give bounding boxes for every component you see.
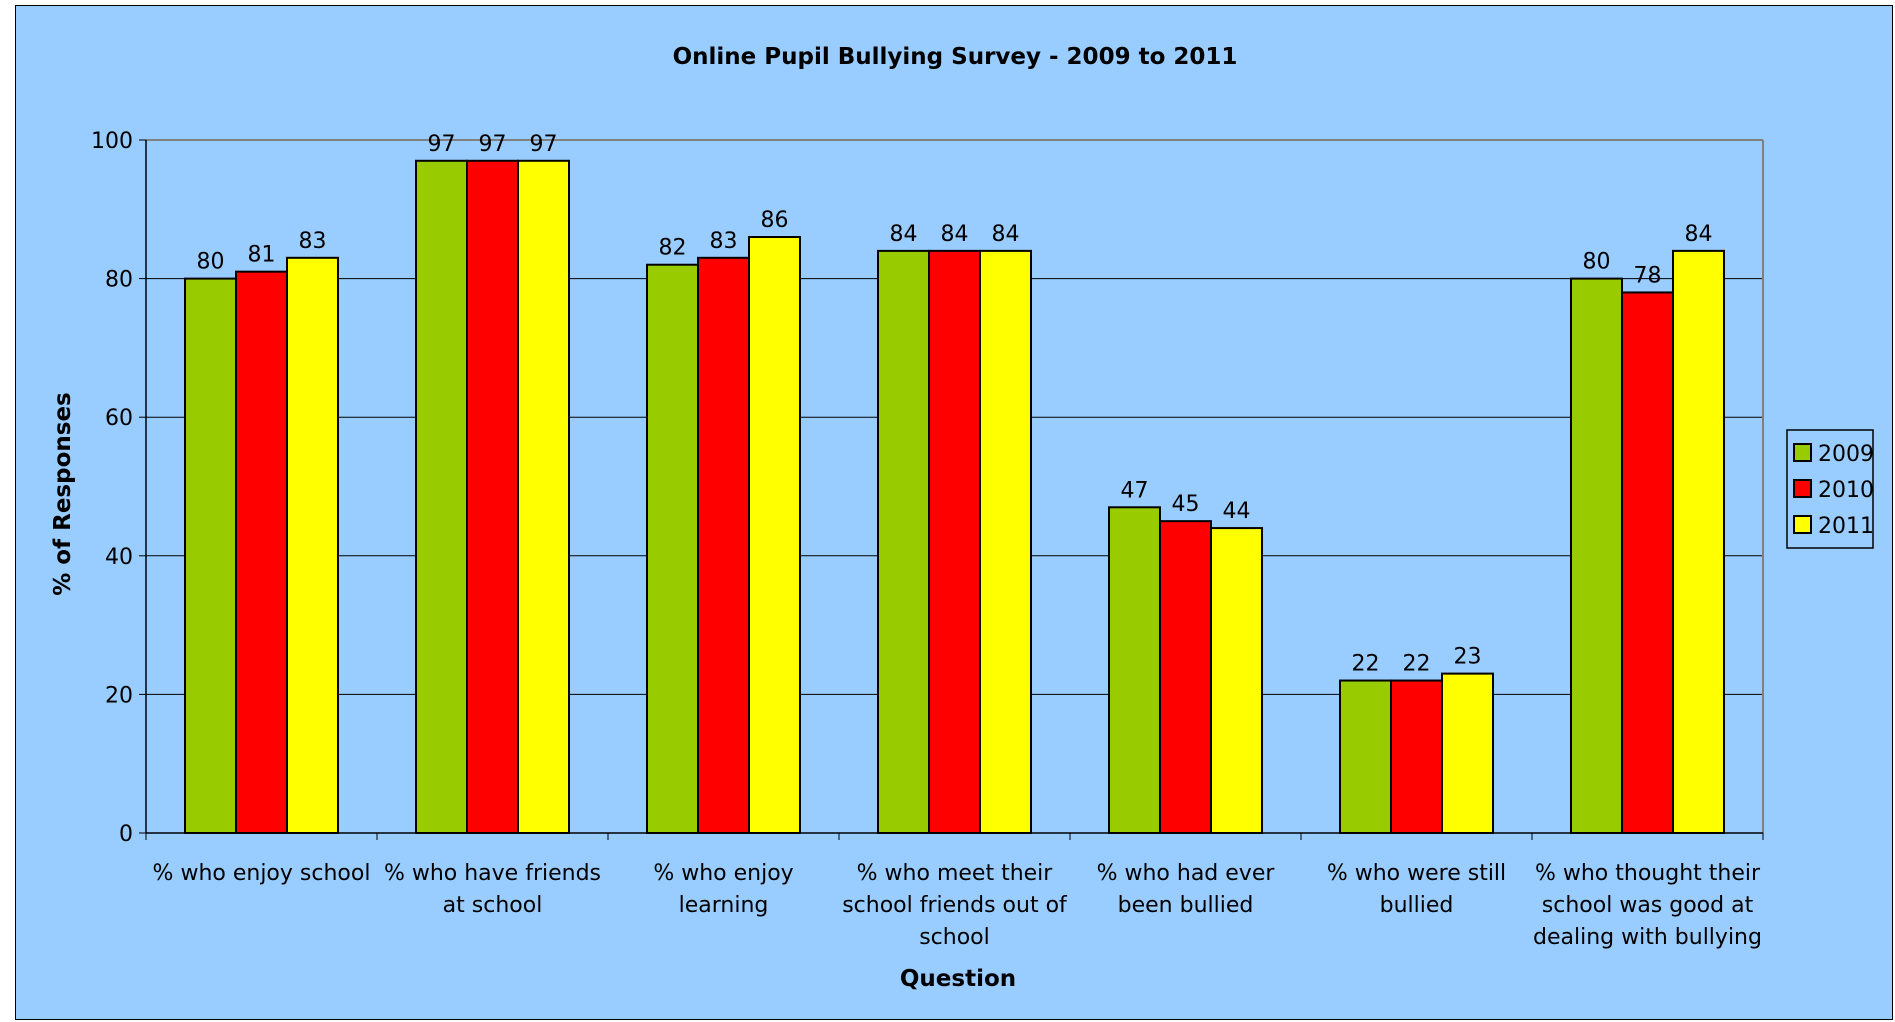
data-label: 78 xyxy=(1634,263,1662,288)
chart-title: Online Pupil Bullying Survey - 2009 to 2… xyxy=(673,44,1238,70)
bar-2010-1 xyxy=(466,159,519,835)
data-label: 44 xyxy=(1223,499,1251,524)
x-category-label: % who enjoy learning xyxy=(653,861,793,918)
data-label: 22 xyxy=(1352,652,1380,677)
data-label: 97 xyxy=(479,132,507,157)
x-category-label-line: % who were still xyxy=(1327,861,1506,886)
bar-2010-6 xyxy=(1621,291,1674,834)
y-tick-label: 100 xyxy=(91,129,133,154)
data-label: 83 xyxy=(299,229,327,254)
y-tick-label: 0 xyxy=(119,822,133,847)
x-category-label-line: dealing with bullying xyxy=(1533,925,1762,950)
bar-2011-0 xyxy=(286,256,339,834)
bar-2009-5 xyxy=(1339,679,1392,834)
data-label: 84 xyxy=(1685,222,1713,247)
bar-chart: Online Pupil Bullying Survey - 2009 to 2… xyxy=(50,44,1874,992)
bar-2010-0 xyxy=(235,270,288,835)
bar-2011-4 xyxy=(1210,527,1263,835)
x-category-label-line: school xyxy=(919,925,990,950)
bar-2009-2 xyxy=(646,263,699,834)
legend-swatch-2010 xyxy=(1793,479,1812,498)
legend-label: 2009 xyxy=(1818,442,1874,467)
x-category-label-line: bullied xyxy=(1380,893,1454,918)
chart-area: Online Pupil Bullying Survey - 2009 to 2… xyxy=(15,5,1893,1020)
bar-2011-3 xyxy=(979,249,1032,834)
bar-2009-3 xyxy=(877,249,930,834)
bar-2011-6 xyxy=(1672,249,1725,834)
legend-label: 2011 xyxy=(1818,514,1874,539)
x-category-label-line: % who enjoy school xyxy=(153,861,371,886)
data-label: 80 xyxy=(1583,250,1611,275)
x-category-label-line: been bullied xyxy=(1118,893,1254,918)
legend: 2009 2010 2011 xyxy=(1786,429,1874,549)
y-tick-label: 60 xyxy=(105,406,133,431)
data-label: 84 xyxy=(941,222,969,247)
legend-swatch-2011 xyxy=(1793,515,1812,534)
data-label: 47 xyxy=(1121,478,1149,503)
bar-2009-0 xyxy=(184,277,237,835)
data-label: 23 xyxy=(1454,645,1482,670)
x-category-label: % who enjoy school xyxy=(153,861,371,886)
data-label: 86 xyxy=(761,208,789,233)
data-label: 80 xyxy=(197,250,225,275)
bar-2010-5 xyxy=(1390,679,1443,834)
legend-swatch-2009 xyxy=(1793,443,1812,462)
bar-2011-1 xyxy=(517,159,570,835)
bar-2009-6 xyxy=(1570,277,1623,835)
y-axis-title: % of Responses xyxy=(50,392,76,596)
bar-2011-2 xyxy=(748,236,801,834)
x-axis-title: Question xyxy=(900,966,1016,992)
x-category-label-line: % who meet their xyxy=(857,861,1054,886)
x-category-label: % who had ever been bullied xyxy=(1097,861,1276,918)
data-label: 84 xyxy=(992,222,1020,247)
x-category-label: % who have friends at school xyxy=(384,861,601,918)
x-category-label-line: % who had ever xyxy=(1097,861,1276,886)
data-label: 22 xyxy=(1403,652,1431,677)
x-category-label-line: school was good at xyxy=(1542,893,1754,918)
bar-2009-1 xyxy=(415,159,468,835)
data-label: 84 xyxy=(890,222,918,247)
bar-2010-3 xyxy=(928,249,981,834)
data-label: 45 xyxy=(1172,492,1200,517)
x-category-label-line: % who thought their xyxy=(1535,861,1761,886)
x-category-label: % who were still bullied xyxy=(1327,861,1506,918)
bar-2009-4 xyxy=(1108,506,1161,834)
data-label: 81 xyxy=(248,243,276,268)
y-tick-label: 80 xyxy=(105,268,133,293)
legend-label: 2010 xyxy=(1818,478,1874,503)
bar-2010-4 xyxy=(1159,520,1212,835)
x-category-label: % who meet their school friends out of sch… xyxy=(842,861,1068,950)
y-tick-label: 20 xyxy=(105,683,133,708)
y-tick-label: 40 xyxy=(105,545,133,570)
data-label: 83 xyxy=(710,229,738,254)
bar-2011-5 xyxy=(1441,672,1494,834)
x-category-label-line: at school xyxy=(443,893,543,918)
x-category-label-line: school friends out of xyxy=(842,893,1068,918)
data-label: 82 xyxy=(659,236,687,261)
x-category-label-line: % who have friends xyxy=(384,861,601,886)
x-category-label: % who thought their school was good at dea… xyxy=(1533,861,1762,950)
bar-2010-2 xyxy=(697,256,750,834)
x-category-label-line: % who enjoy xyxy=(653,861,793,886)
x-category-label-line: learning xyxy=(679,893,769,918)
data-label: 97 xyxy=(428,132,456,157)
data-label: 97 xyxy=(530,132,558,157)
